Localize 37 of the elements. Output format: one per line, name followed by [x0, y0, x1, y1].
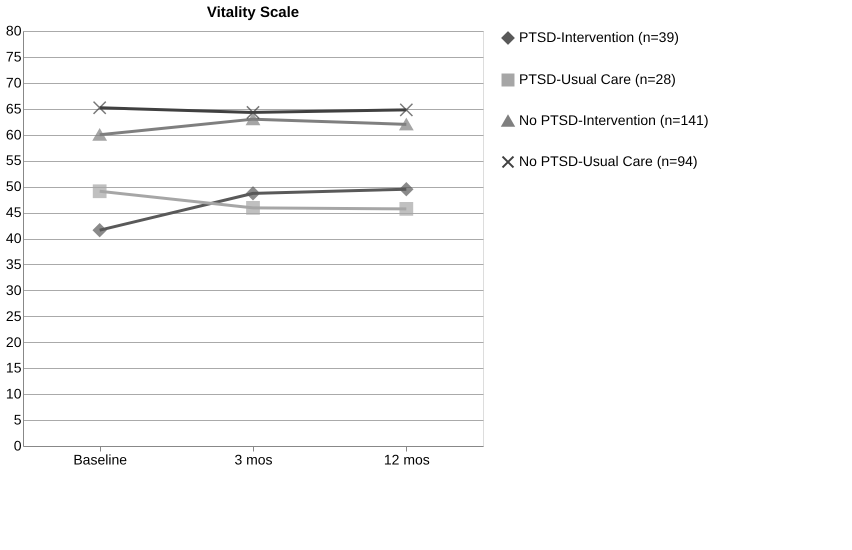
x-tick-label: 12 mos	[384, 452, 430, 468]
point	[92, 223, 107, 238]
point	[246, 186, 260, 200]
y-tick-label: 10	[6, 386, 22, 402]
y-tick-label: 60	[6, 126, 22, 142]
y-tick-label: 5	[14, 412, 22, 428]
y-tick-label: 0	[14, 438, 22, 454]
y-tick-label: 45	[6, 204, 22, 220]
point	[246, 113, 260, 126]
y-tick-label: 40	[6, 230, 22, 246]
y-tick-label: 20	[6, 334, 22, 350]
y-tick-label: 50	[6, 178, 22, 194]
x-tick-label: Baseline	[73, 452, 128, 468]
point	[399, 182, 414, 196]
y-tick-label: 55	[6, 152, 22, 168]
x-tick-label: 3 mos	[234, 452, 273, 468]
legend-label: No PTSD-Intervention (n=141)	[519, 112, 708, 128]
legend-label: PTSD-Usual Care (n=28)	[519, 71, 676, 87]
y-tick-label: 30	[6, 282, 22, 298]
point	[92, 184, 107, 198]
y-tick-label: 25	[6, 308, 22, 324]
y-tick-label: 75	[6, 48, 22, 64]
point	[92, 128, 107, 141]
point	[399, 102, 414, 117]
point	[92, 100, 107, 115]
y-tick-label: 35	[6, 256, 22, 272]
y-tick-label: 15	[6, 360, 22, 376]
point	[399, 202, 414, 216]
y-tick-label: 70	[6, 74, 22, 90]
point	[246, 106, 260, 120]
point	[399, 118, 414, 130]
y-tick-label: 65	[6, 100, 22, 116]
legend-label: PTSD-Intervention (n=39)	[519, 29, 679, 45]
chart-title: Vitality Scale	[206, 4, 300, 21]
legend-label: No PTSD-Usual Care (n=94)	[519, 153, 698, 169]
point	[246, 201, 260, 215]
y-tick-label: 80	[6, 22, 22, 38]
